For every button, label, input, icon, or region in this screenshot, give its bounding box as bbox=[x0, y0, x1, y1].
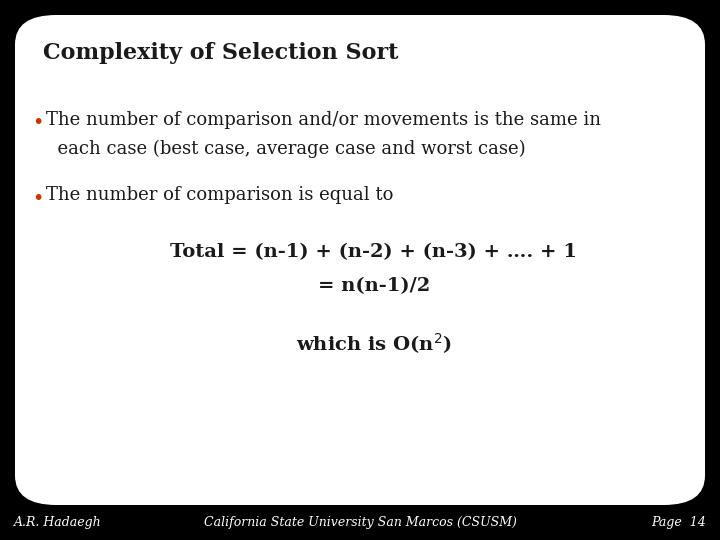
Text: The number of comparison and/or movements is the same in: The number of comparison and/or movement… bbox=[46, 111, 601, 129]
Text: Total = (n-1) + (n-2) + (n-3) + …. + 1: Total = (n-1) + (n-2) + (n-3) + …. + 1 bbox=[171, 243, 577, 261]
Text: A.R. Hadaegh: A.R. Hadaegh bbox=[14, 516, 102, 529]
Text: The number of comparison is equal to: The number of comparison is equal to bbox=[46, 186, 393, 205]
FancyBboxPatch shape bbox=[15, 15, 705, 505]
Text: = n(n-1)/2: = n(n-1)/2 bbox=[318, 277, 430, 295]
Text: •: • bbox=[32, 189, 44, 208]
Text: which is O(n$^2$): which is O(n$^2$) bbox=[296, 331, 451, 356]
Text: each case (best case, average case and worst case): each case (best case, average case and w… bbox=[46, 140, 526, 158]
Text: Page  14: Page 14 bbox=[651, 516, 706, 529]
Text: •: • bbox=[32, 113, 44, 132]
Text: Complexity of Selection Sort: Complexity of Selection Sort bbox=[42, 42, 398, 64]
Text: California State University San Marcos (CSUSM): California State University San Marcos (… bbox=[204, 516, 516, 529]
